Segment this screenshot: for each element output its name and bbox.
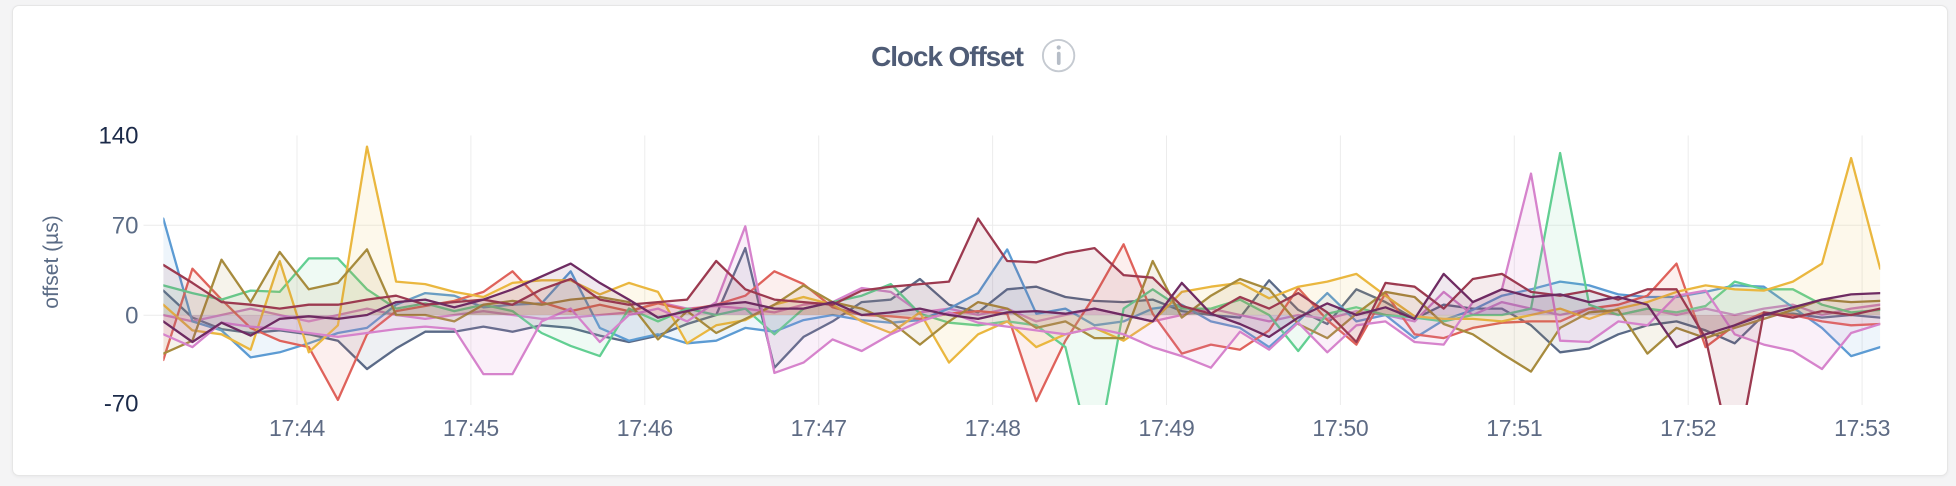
- svg-text:17:50: 17:50: [1312, 415, 1368, 441]
- svg-text:140: 140: [98, 123, 138, 150]
- svg-text:17:48: 17:48: [965, 415, 1021, 441]
- svg-text:0: 0: [125, 303, 138, 330]
- svg-text:Clock Offset: Clock Offset: [871, 41, 1023, 72]
- svg-text:17:45: 17:45: [443, 415, 499, 441]
- svg-text:17:44: 17:44: [269, 415, 326, 441]
- svg-text:70: 70: [112, 212, 139, 239]
- svg-text:17:52: 17:52: [1660, 415, 1716, 441]
- svg-text:-70: -70: [104, 391, 139, 418]
- svg-text:17:46: 17:46: [617, 415, 673, 441]
- svg-text:offset (µs): offset (µs): [40, 215, 63, 308]
- svg-text:17:47: 17:47: [791, 415, 847, 441]
- svg-text:17:49: 17:49: [1138, 415, 1194, 441]
- svg-text:17:53: 17:53: [1834, 415, 1890, 441]
- svg-text:17:51: 17:51: [1486, 415, 1542, 441]
